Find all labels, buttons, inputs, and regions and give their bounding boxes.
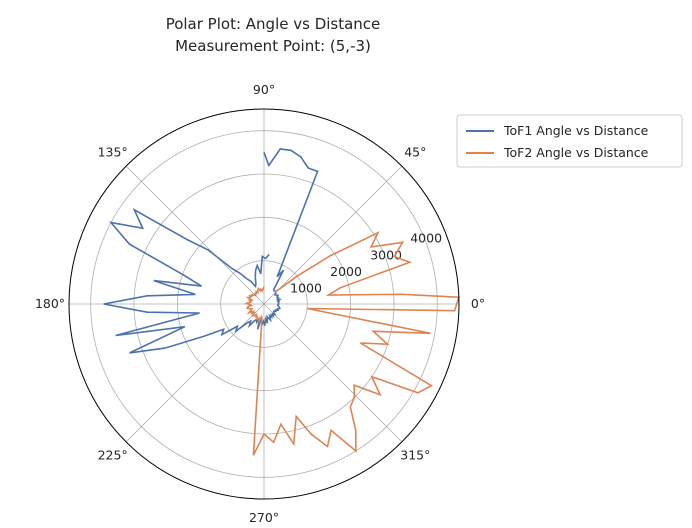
legend-label-tof1: ToF1 Angle vs Distance [503, 123, 649, 138]
tick-labels: 0° 45° 90° 135° 180° 225° 270° 315° 1000 2000 3000… [35, 82, 485, 525]
series-line-tof2 [244, 231, 460, 456]
angle-tick-label: 180° [35, 296, 65, 311]
radial-tick-label: 1000 [290, 280, 322, 295]
chart-title-line-1: Polar Plot: Angle vs Distance [166, 15, 381, 33]
polar-grid [69, 109, 459, 499]
chart-title-line-2: Measurement Point: (5,-3) [175, 37, 371, 55]
angle-tick-label: 135° [98, 145, 128, 160]
angle-tick-label: 90° [253, 82, 275, 97]
angle-tick-label: 225° [98, 447, 128, 462]
angle-gridline-135 [125, 165, 265, 305]
angle-gridline-315 [263, 303, 403, 443]
angle-tick-label: 0° [471, 296, 485, 311]
series-lines [103, 148, 460, 456]
angle-tick-label: 315° [400, 447, 430, 462]
angle-gridline-45 [263, 165, 403, 305]
legend: ToF1 Angle vs Distance ToF2 Angle vs Dis… [456, 114, 683, 168]
legend-label-tof2: ToF2 Angle vs Distance [503, 145, 649, 160]
angle-tick-label: 270° [249, 510, 279, 525]
polar-frame [68, 108, 460, 500]
series-line-tof1 [103, 148, 319, 354]
angle-gridline-225 [125, 303, 265, 443]
radial-tick-label: 4000 [410, 231, 442, 246]
angle-tick-label: 45° [404, 145, 426, 160]
radial-tick-label: 3000 [370, 247, 402, 262]
radial-tick-label: 2000 [330, 264, 362, 279]
legend-box [456, 114, 683, 168]
